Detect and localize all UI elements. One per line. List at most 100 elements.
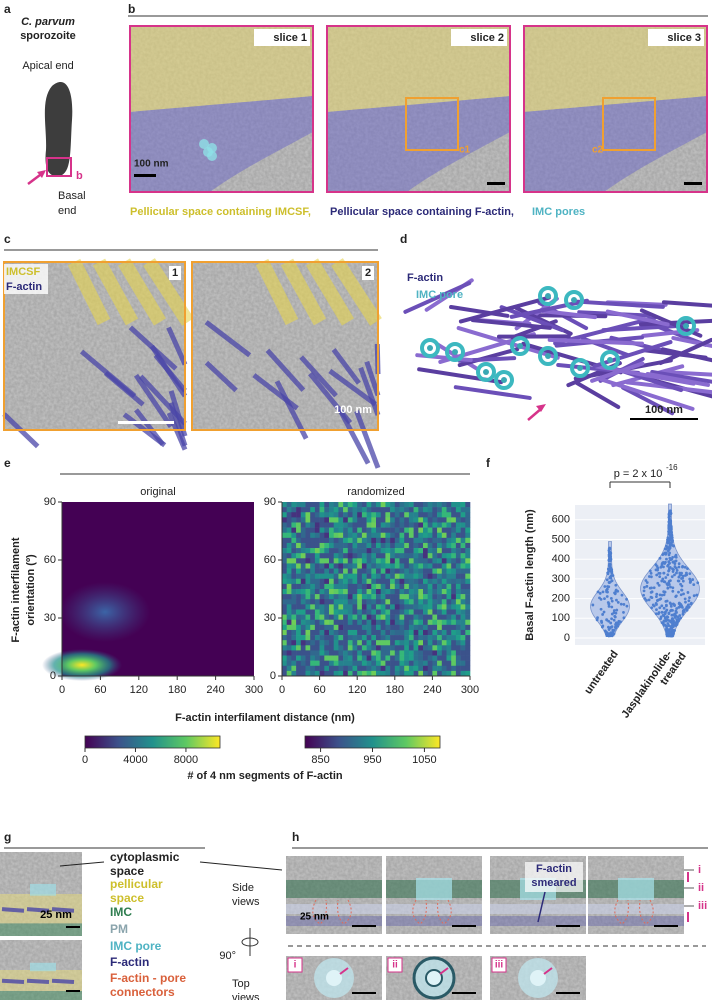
heatmap-cell — [300, 573, 306, 580]
heatmap-cell — [286, 542, 292, 549]
dot — [660, 604, 664, 608]
heatmap-cell — [427, 619, 433, 626]
heatmap-cell — [465, 650, 471, 656]
filament — [599, 377, 695, 411]
heatmap-cell — [314, 537, 320, 544]
y-tick-label: 100 — [552, 612, 570, 624]
dot — [657, 583, 661, 587]
heatmap-cell — [343, 599, 349, 605]
dot — [662, 593, 666, 597]
heatmap-cell — [394, 589, 400, 595]
dot — [651, 603, 655, 607]
heatmap-cell — [413, 609, 419, 615]
label: 100 nm — [334, 404, 372, 416]
heatmap-cell — [366, 614, 372, 621]
heatmap-cell — [423, 553, 428, 559]
panel-label: g — [4, 830, 11, 844]
heatmap-cell — [380, 517, 386, 523]
heatmap-cell — [376, 512, 381, 518]
heatmap-cell — [343, 645, 349, 651]
pore-top-inner — [326, 970, 342, 986]
heatmap-cell — [352, 512, 358, 518]
heatmap-cell — [394, 604, 400, 610]
heatmap-cell — [394, 507, 400, 513]
heatmap-cell — [352, 645, 358, 651]
heatmap-cell — [314, 583, 320, 590]
heatmap-cell — [404, 645, 410, 651]
filament — [650, 370, 712, 384]
heatmap-cell — [357, 553, 363, 559]
heatmap-cell — [437, 537, 443, 544]
overlay-pm — [286, 904, 382, 914]
label: pellicular — [110, 877, 163, 891]
heatmap-cell — [404, 563, 410, 569]
label: original — [140, 486, 175, 498]
heatmap-cell — [296, 624, 302, 631]
heatmap-cell — [413, 594, 419, 600]
heatmap-cell — [408, 614, 414, 621]
heatmap-cell — [371, 665, 377, 672]
heatmap-cell — [451, 640, 457, 646]
heatmap-cell — [286, 619, 292, 626]
heatmap-cell — [460, 670, 466, 677]
heatmap-cell — [432, 573, 438, 580]
heatmap-cell — [441, 599, 447, 605]
heatmap-cell — [408, 517, 414, 523]
heatmap-cell — [352, 660, 358, 667]
heatmap-cell — [446, 599, 452, 605]
heatmap-cell — [361, 548, 367, 554]
filament — [540, 308, 597, 320]
heatmap-cell — [376, 563, 381, 569]
heatmap-cell — [423, 665, 428, 672]
heatmap-cell — [282, 619, 287, 626]
heatmap-cell — [286, 629, 292, 636]
label: p = 2 x 10 — [614, 468, 663, 480]
heatmap-cell — [338, 517, 344, 523]
heatmap-cell — [361, 578, 367, 585]
heatmap-cell — [399, 537, 405, 544]
heatmap-cell — [310, 517, 316, 523]
heatmap-cell — [399, 558, 405, 564]
heatmap-cell — [333, 614, 339, 621]
filament — [457, 347, 520, 368]
dot — [609, 631, 613, 635]
heatmap-cell — [310, 614, 316, 621]
pore — [538, 346, 558, 366]
heatmap-cell — [286, 512, 292, 518]
heatmap-cell — [390, 645, 396, 651]
filament — [590, 361, 645, 383]
heatmap-cell — [460, 650, 466, 656]
heatmap-cell — [361, 629, 367, 636]
dot — [603, 597, 606, 601]
heatmap-cell — [361, 568, 367, 574]
heatmap-cell — [432, 660, 438, 667]
heatmap-cell — [296, 558, 302, 564]
heatmap-cell — [329, 594, 334, 600]
heatmap-cell — [408, 568, 414, 574]
heatmap-cell — [385, 578, 391, 585]
panel-label: f — [486, 456, 491, 470]
overlay-imc — [0, 923, 82, 936]
imcsf-stripe — [331, 258, 382, 326]
heatmap-cell — [413, 568, 419, 574]
heatmap-cell — [385, 619, 391, 626]
dot — [643, 597, 647, 600]
heatmap-cell — [455, 609, 461, 615]
heatmap-cell — [305, 578, 311, 585]
heatmap-cell — [343, 558, 349, 564]
heatmap-cell — [352, 599, 358, 605]
heatmap-cell — [338, 670, 344, 677]
heatmap-cell — [460, 548, 466, 554]
heatmap-cell — [310, 512, 316, 518]
heatmap-cell — [371, 548, 377, 554]
heatmap-cell — [465, 660, 471, 667]
dot — [679, 593, 683, 597]
heatmap-cell — [338, 609, 344, 615]
heatmap-cell — [305, 619, 311, 626]
heatmap-cell — [460, 502, 466, 508]
heatmap-cell — [465, 599, 471, 605]
heatmap-cell — [291, 604, 297, 610]
dot — [691, 578, 695, 581]
heatmap-cell — [427, 502, 433, 508]
heatmap-cell — [380, 640, 386, 646]
